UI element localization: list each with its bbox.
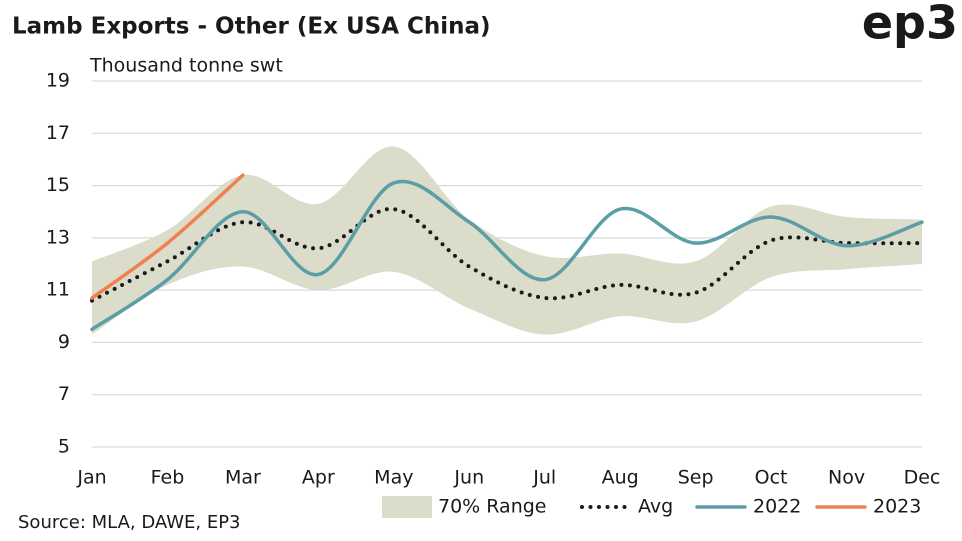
x-tick-label: Nov — [828, 467, 865, 489]
y-tick-label: 11 — [46, 279, 70, 301]
y-tick-label: 5 — [58, 436, 70, 458]
range-area — [92, 146, 922, 335]
x-tick-label: Oct — [755, 467, 788, 489]
x-tick-label: Feb — [151, 467, 185, 489]
logo: ep3 — [862, 0, 958, 50]
legend-label: 2023 — [873, 496, 921, 518]
source: Source: MLA, DAWE, EP3 — [18, 512, 241, 533]
x-tick-label: Apr — [302, 467, 335, 489]
chart-title: Lamb Exports - Other (Ex USA China) — [12, 14, 491, 40]
y-tick-label: 15 — [46, 174, 70, 196]
y-tick-label: 7 — [58, 383, 70, 405]
x-tick-label: Mar — [225, 467, 261, 489]
y-tick-label: 13 — [46, 226, 70, 248]
x-tick-label: Dec — [904, 467, 941, 489]
y-tick-label: 9 — [58, 331, 70, 353]
series-line — [90, 179, 924, 332]
x-tick-label: Jan — [76, 467, 106, 489]
x-tick-label: Jul — [532, 467, 556, 489]
series-line — [90, 207, 924, 303]
legend-label: Avg — [638, 496, 673, 518]
y-tick-label: 19 — [46, 70, 70, 92]
series-line — [90, 173, 245, 300]
legend-swatch — [382, 496, 432, 518]
subtitle: Thousand tonne swt — [89, 55, 283, 77]
x-tick-label: Aug — [602, 467, 639, 489]
x-tick-label: Sep — [678, 467, 714, 489]
legend-label: 2022 — [753, 496, 801, 518]
x-tick-label: May — [374, 467, 413, 489]
legend-label: 70% Range — [438, 496, 547, 518]
y-tick-label: 17 — [46, 122, 70, 144]
x-tick-label: Jun — [453, 467, 484, 489]
